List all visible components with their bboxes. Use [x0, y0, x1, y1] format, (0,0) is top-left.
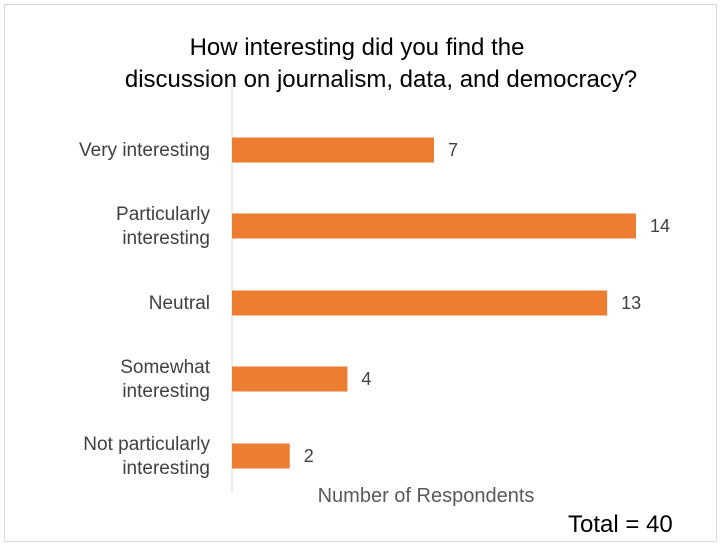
data-label: 13: [621, 293, 641, 313]
data-label: 14: [650, 216, 670, 236]
bar: [232, 137, 434, 163]
bar: [232, 290, 608, 316]
data-label: 7: [448, 140, 458, 160]
chart-title-line: discussion on journalism, data, and demo…: [125, 66, 637, 93]
bar: [232, 213, 636, 239]
category-label: Particularly: [116, 204, 210, 225]
data-label: 4: [361, 369, 371, 389]
bar: [232, 443, 290, 469]
category-labels: Very interesting Particularly interesting N…: [79, 140, 211, 479]
x-axis-title: Number of Respondents: [318, 485, 535, 507]
chart-frame: How interesting did you find the discussi…: [4, 4, 717, 542]
category-label: Somewhat: [120, 357, 210, 378]
total-annotation: Total = 40: [568, 511, 673, 538]
chart: How interesting did you find the discussi…: [79, 34, 673, 538]
bar: [232, 366, 348, 392]
chart-title: How interesting did you find the discussi…: [125, 34, 637, 93]
category-label: interesting: [122, 381, 210, 402]
category-label: interesting: [122, 458, 210, 479]
chart-title-line: How interesting did you find the: [190, 34, 525, 61]
category-label: interesting: [122, 228, 210, 249]
bars: [232, 137, 636, 469]
data-label: 2: [304, 446, 314, 466]
data-labels: 7 14 13 4 2: [304, 140, 670, 466]
category-label: Neutral: [149, 293, 210, 314]
category-label: Not particularly: [83, 434, 210, 455]
category-label: Very interesting: [79, 140, 210, 161]
